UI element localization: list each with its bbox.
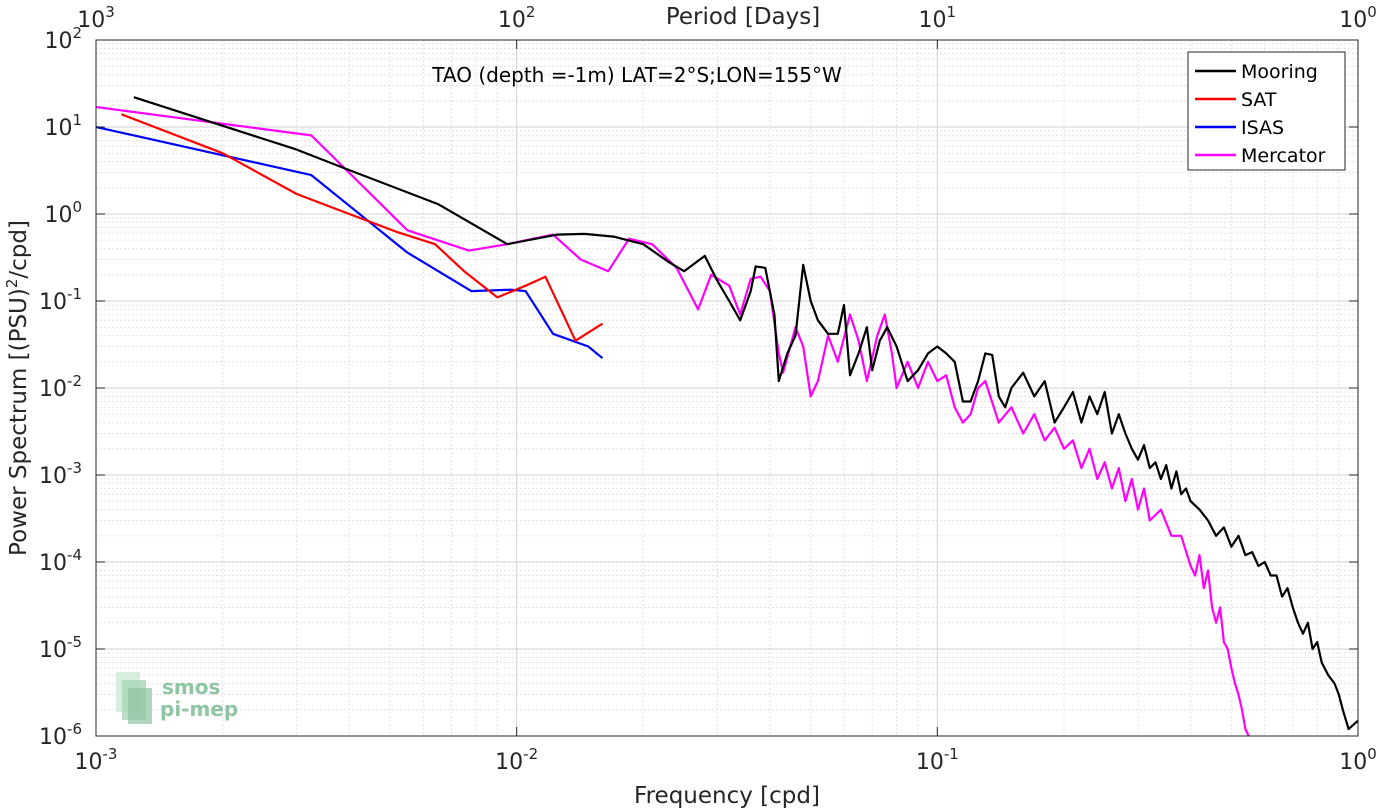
x-tick-label: 100 [1339, 745, 1377, 775]
top-axis-label: Period [Days] [666, 4, 820, 30]
series-line-mooring [133, 96, 1358, 731]
y-tick-label: 101 [44, 111, 82, 141]
logo-text-smos: smos [162, 675, 220, 699]
series-layer [96, 96, 1358, 736]
legend-label-mooring: Mooring [1241, 61, 1318, 83]
top-tick-label: 102 [498, 3, 536, 33]
y-axis-label-tail: /cpd] [6, 220, 32, 279]
series-line-isas [96, 125, 604, 360]
y-tick-label: 102 [44, 24, 82, 54]
top-tick-label: 103 [77, 3, 115, 33]
y-axis-label-sup: 2 [3, 279, 21, 289]
top-tick-label: 100 [1339, 3, 1377, 33]
y-axis-label: Power Spectrum [(PSU)2/cpd] [3, 220, 32, 556]
logo-layer-3 [128, 688, 152, 724]
tick-marks [95, 39, 1359, 737]
x-tick-label: 10-2 [495, 745, 538, 775]
y-tick-label: 10-2 [39, 372, 82, 402]
smos-pi-mep-logo: smos pi-mep [116, 672, 238, 724]
legend-label-sat: SAT [1241, 89, 1277, 111]
y-tick-label: 10-1 [39, 285, 82, 315]
x-tick-label: 10-1 [916, 745, 959, 775]
series-line-sat [121, 113, 604, 342]
series-line-mercator [96, 105, 1250, 736]
y-tick-label: 10-5 [39, 633, 82, 663]
y-tick-label: 10-3 [39, 459, 82, 489]
y-tick-label: 10-4 [39, 546, 82, 576]
logo-text-pimep: pi-mep [160, 697, 238, 721]
y-tick-label: 10-6 [39, 720, 82, 750]
x-axis-label: Frequency [cpd] [634, 783, 820, 809]
legend: Mooring SAT ISAS Mercator [1187, 51, 1346, 171]
y-tick-label: 100 [44, 198, 82, 228]
x-tick-label: 10-3 [75, 745, 118, 775]
top-tick-label: 101 [919, 3, 957, 33]
legend-label-mercator: Mercator [1241, 145, 1326, 167]
legend-label-isas: ISAS [1241, 117, 1284, 139]
y-axis-label-main: Power Spectrum [(PSU) [6, 288, 32, 556]
chart-title: TAO (depth =-1m) LAT=2°S;LON=155°W [431, 63, 842, 87]
